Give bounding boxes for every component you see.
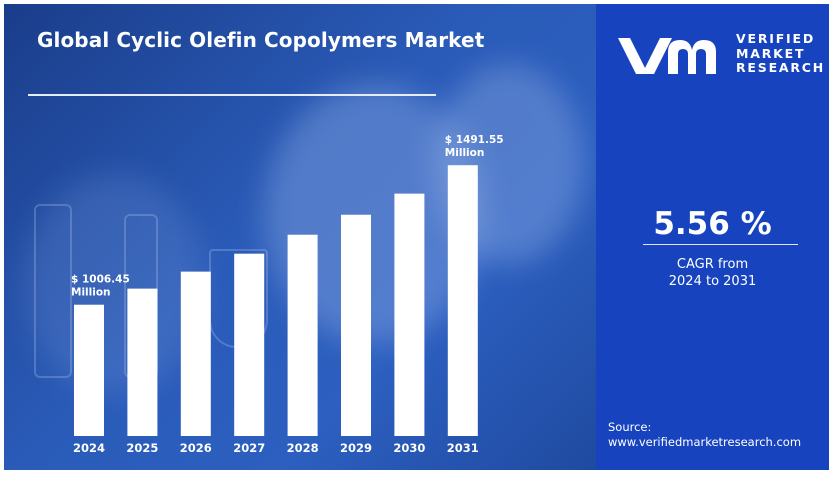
cagr-caption: CAGR from 2024 to 2031	[596, 256, 829, 290]
bar-2026	[180, 271, 211, 436]
title-underline	[28, 94, 436, 96]
bar-2028	[287, 234, 318, 436]
chart-panel: Global Cyclic Olefin Copolymers Market 2…	[4, 4, 596, 470]
cagr-divider	[643, 244, 798, 245]
bar-2031	[447, 165, 478, 436]
x-tick-label-2028: 2028	[287, 441, 319, 455]
data-label-2031: $ 1491.55 Million	[445, 134, 504, 159]
x-tick-label-2024: 2024	[73, 441, 105, 455]
cagr-caption-line2: 2024 to 2031	[668, 274, 757, 289]
brand-wordmark: VERIFIED MARKET RESEARCH	[736, 31, 826, 76]
infographic: Global Cyclic Olefin Copolymers Market 2…	[4, 4, 829, 470]
bar-chart: 2024 2025 2026 2027 2028 2029 2030 2031 $ 1006.4…	[71, 134, 504, 455]
x-tick-label-2030: 2030	[393, 441, 425, 455]
brand-line-research: RESEARCH	[736, 60, 826, 75]
bar-2030	[394, 193, 425, 436]
x-tick-label-2026: 2026	[180, 441, 212, 455]
x-tick-label-2025: 2025	[126, 441, 158, 455]
source-note: Source: www.verifiedmarketresearch.com	[608, 420, 801, 450]
summary-panel: VERIFIED MARKET RESEARCH 5.56 % CAGR fro…	[596, 4, 829, 470]
bar-2025	[127, 288, 158, 436]
vmr-logo-icon	[618, 38, 716, 74]
source-url[interactable]: www.verifiedmarketresearch.com	[608, 435, 802, 449]
bar-2029	[341, 214, 371, 436]
cagr-caption-line1: CAGR from	[676, 257, 749, 272]
cagr-value: 5.56 %	[653, 206, 772, 242]
data-label-2024: $ 1006.45 Million	[71, 274, 130, 299]
bar-2024	[74, 304, 104, 436]
lab-glassware-decoration	[34, 204, 72, 378]
source-label: Source:	[608, 420, 652, 434]
bar-2027	[234, 253, 265, 436]
x-tick-label-2029: 2029	[340, 441, 372, 455]
brand-logo: VERIFIED MARKET RESEARCH	[614, 30, 824, 80]
background-photo-haze	[24, 174, 204, 394]
x-tick-label-2031: 2031	[447, 441, 479, 455]
x-tick-label-2027: 2027	[233, 441, 265, 455]
brand-line-verified: VERIFIED	[736, 31, 815, 46]
chart-title: Global Cyclic Olefin Copolymers Market	[37, 28, 485, 52]
brand-line-market: MARKET	[736, 45, 806, 61]
